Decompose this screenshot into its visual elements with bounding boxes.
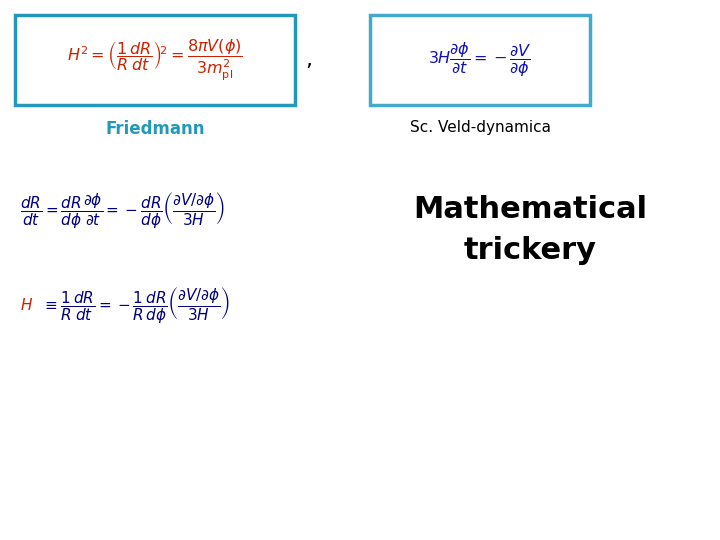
Text: Friedmann: Friedmann bbox=[105, 120, 204, 138]
Text: $H^2 = \left(\dfrac{1}{R}\dfrac{dR}{dt}\right)^{\!2} = \dfrac{8\pi V(\phi)}{3m_{: $H^2 = \left(\dfrac{1}{R}\dfrac{dR}{dt}\… bbox=[67, 37, 243, 83]
Text: $H$: $H$ bbox=[20, 297, 33, 313]
Text: Sc. Veld-dynamica: Sc. Veld-dynamica bbox=[410, 120, 551, 135]
Text: Mathematical
trickery: Mathematical trickery bbox=[413, 195, 647, 265]
Text: $\dfrac{dR}{dt} = \dfrac{dR}{d\phi}\dfrac{\partial\phi}{\partial t} = -\dfrac{dR: $\dfrac{dR}{dt} = \dfrac{dR}{d\phi}\dfra… bbox=[20, 190, 225, 230]
Text: ,: , bbox=[305, 50, 312, 70]
Text: $3H\dfrac{\partial\phi}{\partial t} = -\dfrac{\partial V}{\partial\phi}$: $3H\dfrac{\partial\phi}{\partial t} = -\… bbox=[428, 40, 532, 79]
Text: $\equiv \dfrac{1}{R}\dfrac{dR}{dt} = -\dfrac{1}{R}\dfrac{dR}{d\phi}\left(\dfrac{: $\equiv \dfrac{1}{R}\dfrac{dR}{dt} = -\d… bbox=[42, 285, 230, 325]
